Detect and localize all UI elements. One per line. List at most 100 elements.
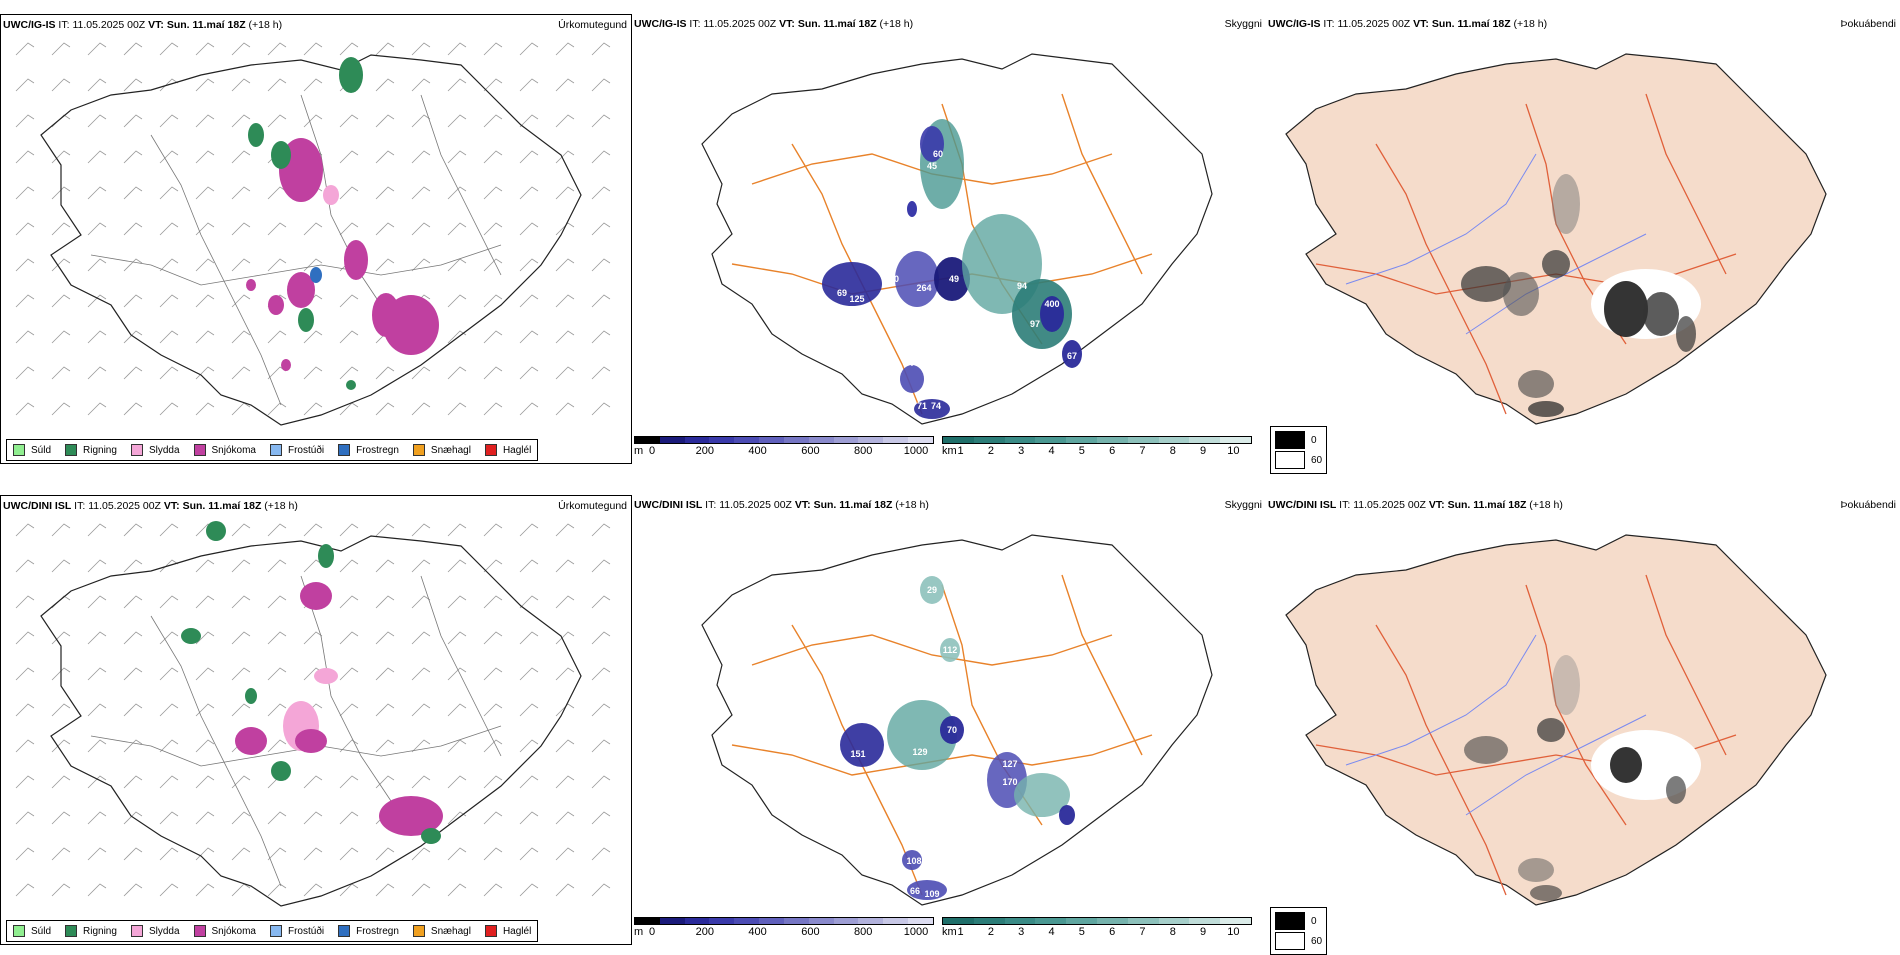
wind-barb xyxy=(123,186,143,200)
wind-barb xyxy=(51,402,71,416)
wind-barb xyxy=(303,811,323,825)
wind-barb xyxy=(519,330,539,344)
wind-barb xyxy=(447,258,467,272)
wind-barb xyxy=(555,150,575,164)
colorbar-cell xyxy=(635,437,660,443)
wind-barb xyxy=(159,631,179,645)
wind-barb xyxy=(519,222,539,236)
wind-barb xyxy=(303,114,323,128)
cloud-panel-top: UWC/IG-IS IT: 11.05.2025 00Z VT: Sun. 11… xyxy=(1266,14,1900,474)
wind-barb xyxy=(375,78,395,92)
legend-swatch xyxy=(1275,431,1305,449)
wind-barb xyxy=(339,559,359,573)
wind-barb xyxy=(447,294,467,308)
wind-barb xyxy=(159,78,179,92)
wind-barb xyxy=(555,294,575,308)
wind-barb xyxy=(87,294,107,308)
vt-label: VT: xyxy=(1413,18,1429,30)
wind-barb xyxy=(339,330,359,344)
vt-value: Sun. 11.maí 18Z xyxy=(182,500,262,512)
wind-barb xyxy=(267,258,287,272)
wind-barb xyxy=(51,631,71,645)
panel-title: Úrkomutegund xyxy=(558,19,627,31)
colorbar-tick: 1 xyxy=(957,445,964,457)
wind-barb xyxy=(375,559,395,573)
wind-barb xyxy=(15,366,35,380)
wind-barb xyxy=(447,114,467,128)
wind-barb xyxy=(267,847,287,861)
wind-barb xyxy=(87,42,107,56)
wind-barb xyxy=(375,114,395,128)
wind-barb xyxy=(483,114,503,128)
wind-barb xyxy=(483,559,503,573)
legend-label: Snæhagl xyxy=(430,925,471,937)
wind-barb xyxy=(15,883,35,897)
wind-barb xyxy=(555,811,575,825)
wind-barb xyxy=(123,811,143,825)
legend-swatch xyxy=(269,925,282,937)
legend-label: 60 xyxy=(1311,454,1323,466)
wind-barb xyxy=(339,186,359,200)
panel-title: Skyggni xyxy=(1224,499,1262,511)
visibility-map: 70 151 129 127 170 108 66 109 29 112 xyxy=(701,534,1213,906)
wind-barb xyxy=(267,42,287,56)
legend-item: Frostúði xyxy=(269,444,324,456)
colorbar-cell xyxy=(943,437,974,443)
vt-label: VT: xyxy=(794,499,811,511)
wind-barb xyxy=(375,222,395,236)
wind-barb xyxy=(411,883,431,897)
legend-label: Haglél xyxy=(502,444,532,456)
colorbar-tick: 4 xyxy=(1048,926,1055,938)
wind-barb xyxy=(591,667,611,681)
legend-item: Snæhagl xyxy=(412,925,471,937)
wind-barb xyxy=(375,523,395,537)
colorbar-tick: 2 xyxy=(987,926,994,938)
legend-swatch xyxy=(1275,912,1305,930)
wind-barb xyxy=(87,631,107,645)
wind-barb xyxy=(159,186,179,200)
legend-label: Frostregn xyxy=(356,444,399,456)
it-value: 11.05.2025 00Z xyxy=(719,499,792,511)
colorbar-strip xyxy=(942,917,1252,925)
wind-barb xyxy=(339,366,359,380)
wind-barb xyxy=(231,775,251,789)
colorbar-cell xyxy=(1035,918,1067,924)
panel-title: Þokuábendi xyxy=(1840,18,1896,30)
wind-barb xyxy=(123,150,143,164)
wind-barb xyxy=(339,847,359,861)
wind-barb xyxy=(267,631,287,645)
wind-barb xyxy=(483,703,503,717)
wind-barb xyxy=(15,595,35,609)
wind-barb xyxy=(231,78,251,92)
legend-label: Snæhagl xyxy=(430,444,471,456)
wind-barb xyxy=(411,703,431,717)
model-name: UWC/IG-IS xyxy=(3,19,56,31)
wind-barb xyxy=(231,703,251,717)
legend-item: 60 xyxy=(1275,931,1322,951)
colorbar-cell xyxy=(734,437,760,443)
wind-barb xyxy=(591,222,611,236)
precip-type-legend: Súld Rigning Slydda Snjókoma Frostúði Frostre… xyxy=(6,439,539,461)
wind-barb xyxy=(195,811,215,825)
wind-barb xyxy=(159,811,179,825)
legend-swatch xyxy=(13,444,25,456)
legend-swatch xyxy=(130,444,143,456)
colorbar-cell xyxy=(684,437,710,443)
wind-barb xyxy=(87,186,107,200)
map-label: 129 xyxy=(912,747,927,757)
precip-type-legend: Súld Rigning Slydda Snjókoma Frostúði Frostre… xyxy=(6,920,539,942)
wind-barb xyxy=(483,631,503,645)
map-label: 264 xyxy=(916,283,931,293)
panel-header: UWC/IG-IS IT: 11.05.2025 00Z VT: Sun. 11… xyxy=(634,18,1262,34)
legend-item: 60 xyxy=(1275,450,1322,470)
wind-barb xyxy=(447,366,467,380)
wind-barb xyxy=(231,150,251,164)
wind-barb xyxy=(231,222,251,236)
colorbar-cell xyxy=(684,918,710,924)
wind-barb xyxy=(519,811,539,825)
wind-barb xyxy=(483,402,503,416)
legend-item: Rigning xyxy=(65,444,117,456)
legend-swatch xyxy=(13,925,25,937)
colorbar-tick: 200 xyxy=(695,445,714,457)
lead-time: (+18 h) xyxy=(1529,499,1563,511)
